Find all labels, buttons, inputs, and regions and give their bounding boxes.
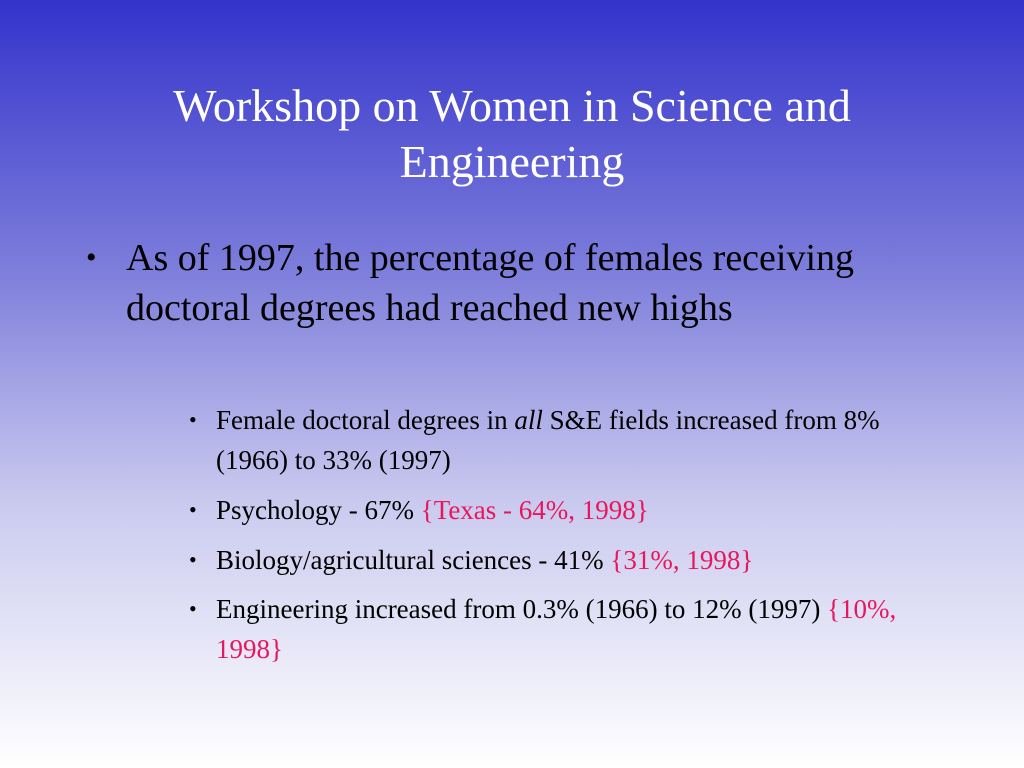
sub-bullet-biology: • Biology/agricultural sciences - 41% {3…: [189, 540, 956, 580]
bullet-icon: •: [189, 596, 197, 621]
bullet-icon: •: [189, 407, 197, 432]
texas-note: {Texas - 64%, 1998}: [420, 495, 649, 525]
sub-bullet-text: S&E fields increased from 8% (1966) to 3…: [216, 405, 880, 475]
sub-bullet-text: Engineering increased from 0.3% (1966) t…: [216, 594, 828, 624]
sub-bullet-psychology: • Psychology - 67% {Texas - 64%, 1998}: [189, 490, 956, 530]
texas-note: {31%, 1998}: [610, 545, 754, 575]
main-bullet-item: • As of 1997, the percentage of females …: [86, 233, 946, 333]
sub-bullet-text: Biology/agricultural sciences - 41%: [216, 545, 611, 575]
texas-note: {10%, 1998}: [216, 594, 897, 664]
sub-bullet-engineering: • Engineering increased from 0.3% (1966)…: [189, 589, 956, 669]
main-bullet-text: As of 1997, the percentage of females re…: [126, 237, 855, 329]
slide-title: Workshop on Women in Science and Enginee…: [173, 80, 851, 187]
sub-bullet-emphasis: all: [514, 405, 543, 435]
sub-bullet-text: Psychology - 67%: [216, 495, 421, 525]
bullet-icon: •: [189, 547, 197, 572]
sub-bullet-text: Female doctoral degrees in: [216, 405, 515, 435]
bullet-icon: •: [86, 241, 97, 274]
sub-bullet-all-fields: • Female doctoral degrees in all S&E fie…: [189, 400, 956, 480]
bullet-icon: •: [189, 497, 197, 522]
